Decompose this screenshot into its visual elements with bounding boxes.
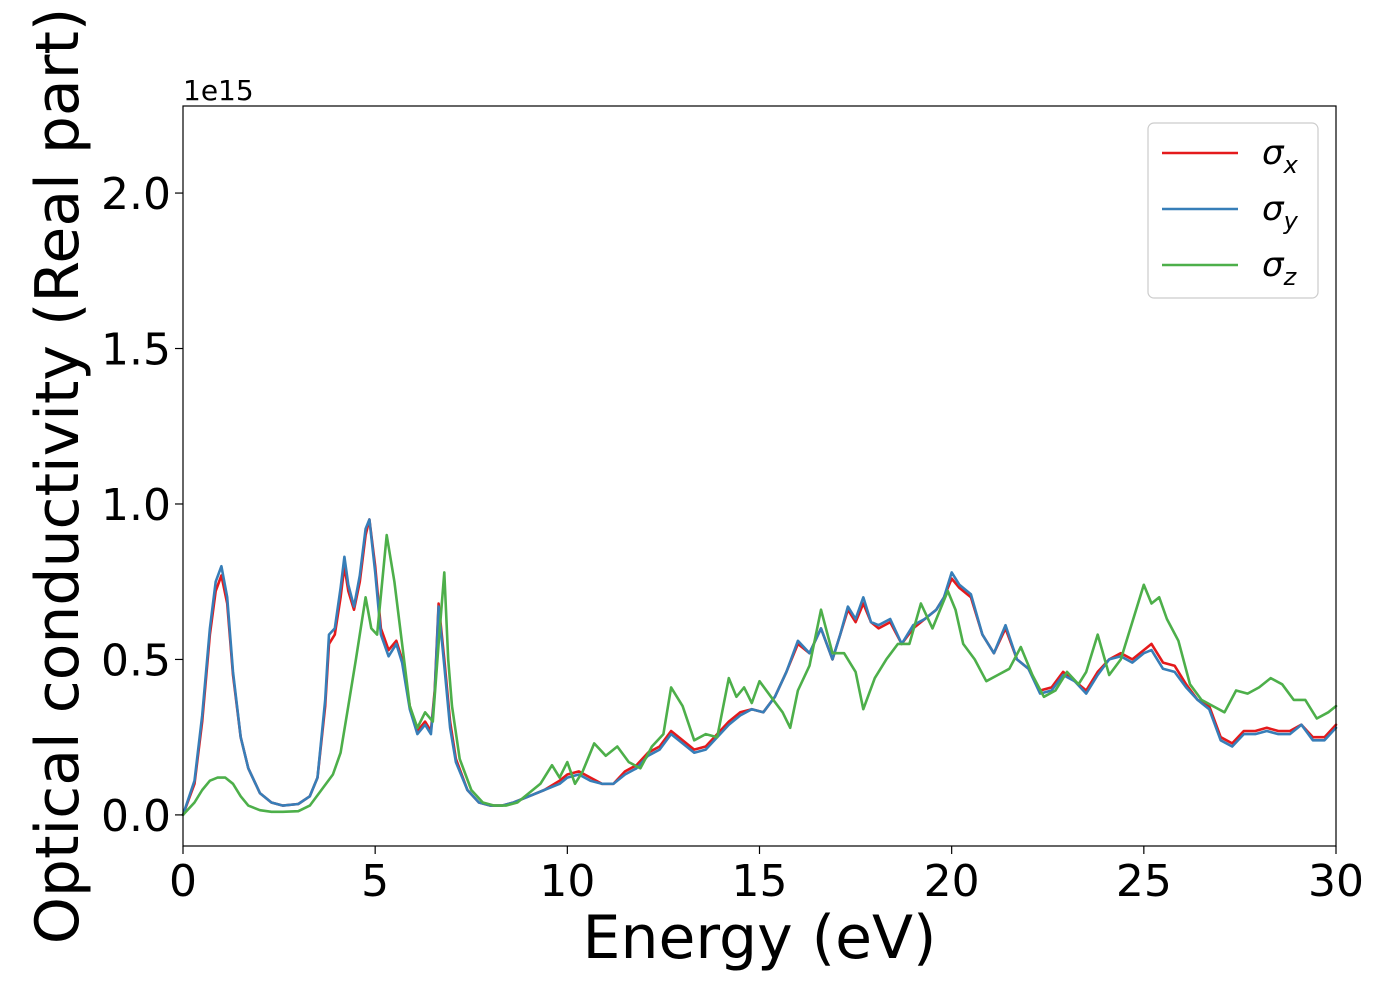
x-tick-label: 0 bbox=[169, 856, 197, 907]
x-tick-label: 5 bbox=[361, 856, 389, 907]
series-line-y bbox=[181, 518, 1338, 817]
y-tick-label: 1.0 bbox=[101, 480, 171, 531]
y-tick-label: 0.5 bbox=[101, 635, 171, 686]
y-axis-ticks: 0.0 0.5 1.0 1.5 2.0 bbox=[101, 169, 183, 842]
legend-label-z: σz bbox=[1262, 245, 1298, 291]
x-tick-label: 15 bbox=[732, 856, 788, 907]
y-axis-label: Optical conductivity (Real part) bbox=[23, 8, 93, 945]
legend: σx σy σz bbox=[1147, 122, 1319, 299]
y-tick-label: 0.0 bbox=[101, 791, 171, 842]
x-tick-label: 25 bbox=[1116, 856, 1172, 907]
y-tick-label: 1.5 bbox=[101, 325, 171, 376]
x-tick-label: 20 bbox=[924, 856, 980, 907]
x-tick-label: 10 bbox=[539, 856, 595, 907]
x-axis-ticks: 0 5 10 15 20 25 30 bbox=[169, 846, 1364, 907]
legend-frame bbox=[1147, 122, 1319, 299]
x-axis-label: Energy (eV) bbox=[583, 903, 937, 973]
legend-label-y: σy bbox=[1262, 189, 1299, 235]
x-tick-label: 30 bbox=[1308, 856, 1364, 907]
y-axis-offset-label: 1e15 bbox=[183, 74, 254, 107]
series-line-z bbox=[181, 533, 1338, 817]
legend-label-x: σx bbox=[1262, 133, 1299, 179]
y-tick-label: 2.0 bbox=[101, 169, 171, 220]
series-layer bbox=[181, 518, 1338, 817]
